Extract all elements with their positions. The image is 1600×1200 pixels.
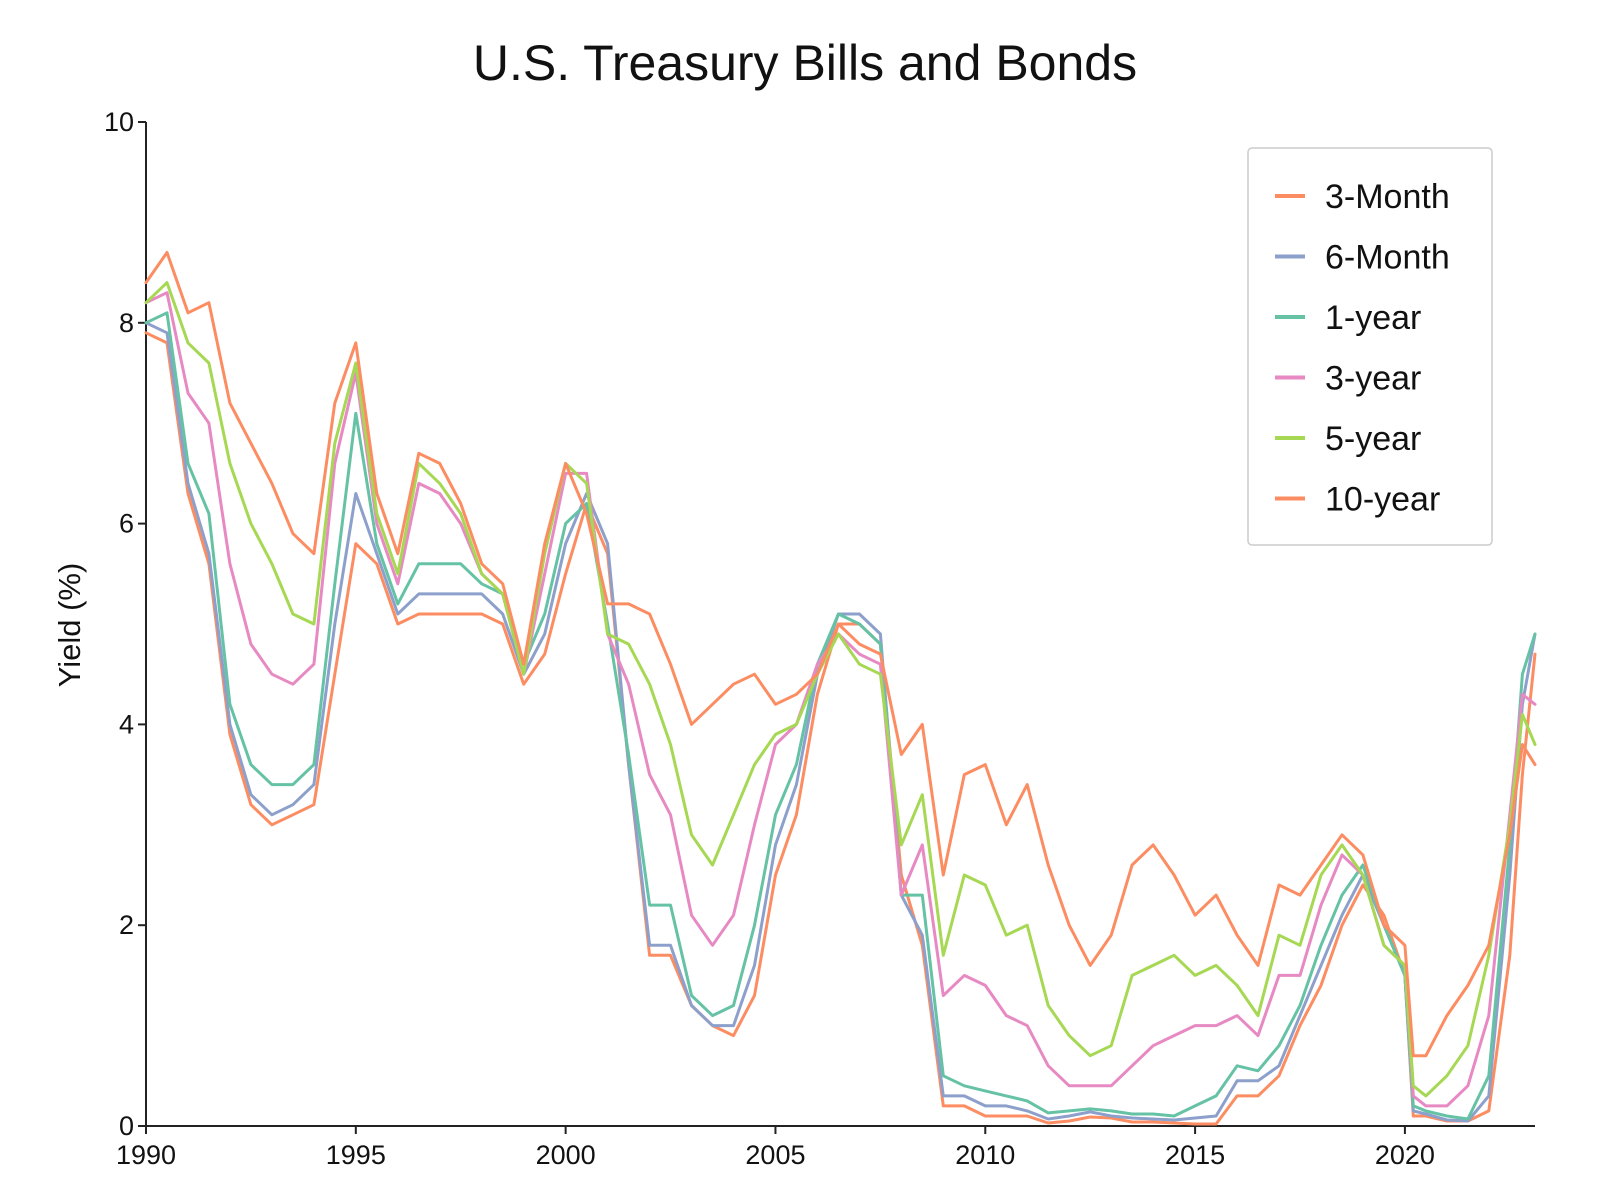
x-tick-label: 1990 bbox=[116, 1140, 176, 1170]
series-line-2 bbox=[144, 311, 1537, 1121]
axes: 1990 1995 2000 2005 2010 2015 2020 0 2 4 6 8 10 bbox=[104, 107, 1535, 1170]
legend-label: 3-Month bbox=[1325, 178, 1450, 216]
y-axis-label: Yield (%) bbox=[52, 563, 87, 688]
legend-label: 5-year bbox=[1325, 420, 1421, 458]
series-lines bbox=[144, 251, 1537, 1126]
y-tick-label: 0 bbox=[119, 1111, 134, 1141]
legend-label: 3-year bbox=[1325, 360, 1421, 398]
x-tick-label: 2005 bbox=[745, 1140, 805, 1170]
chart-title: U.S. Treasury Bills and Bonds bbox=[473, 35, 1137, 91]
y-tick-label: 6 bbox=[119, 509, 134, 539]
legend-label: 1-year bbox=[1325, 299, 1421, 337]
x-tick-label: 2000 bbox=[536, 1140, 596, 1170]
y-tick-label: 8 bbox=[119, 308, 134, 338]
series-line-1 bbox=[144, 321, 1537, 1123]
series-line-3 bbox=[144, 291, 1537, 1108]
legend-box bbox=[1247, 147, 1493, 546]
legend-label: 10-year bbox=[1325, 481, 1440, 519]
x-tick-label: 2020 bbox=[1375, 1140, 1435, 1170]
x-tick-label: 2015 bbox=[1165, 1140, 1225, 1170]
legend-label: 6-Month bbox=[1325, 239, 1450, 277]
y-tick-label: 4 bbox=[119, 709, 134, 739]
x-tick-label: 2010 bbox=[955, 1140, 1015, 1170]
legend: 3-Month 6-Month 1-year 3-year 5-year 10-year bbox=[1247, 147, 1493, 546]
y-tick-label: 10 bbox=[104, 107, 134, 137]
series-line-4 bbox=[144, 281, 1537, 1098]
series-line-5 bbox=[144, 251, 1537, 1058]
y-tick-label: 2 bbox=[119, 910, 134, 940]
x-tick-label: 1995 bbox=[326, 1140, 386, 1170]
